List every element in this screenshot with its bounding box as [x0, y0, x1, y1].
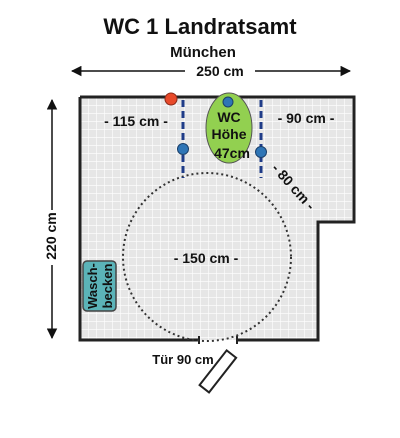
door-label: Tür 90 cm	[152, 352, 213, 367]
toilet-label-1: WC	[217, 109, 240, 125]
emergency-call-icon	[164, 92, 178, 106]
toilet-label-3: 47cm	[214, 145, 250, 161]
toilet	[205, 92, 253, 164]
door-jamb-left	[198, 336, 200, 344]
paper-holder-right-icon	[255, 146, 267, 158]
wall-outline	[80, 95, 356, 342]
toilet-label-2: Höhe	[212, 126, 247, 142]
paper-holder-left-icon	[177, 143, 189, 155]
width-label: 250 cm	[196, 63, 243, 79]
plan-title: WC 1 Landratsamt	[103, 14, 297, 39]
circle-label: - 150 cm -	[174, 250, 239, 266]
sink-label-1: Wasch-	[85, 263, 100, 309]
flush-button-icon	[222, 96, 234, 108]
left-clearance-label: - 115 cm -	[104, 113, 168, 129]
plan-subtitle: München	[170, 44, 236, 61]
floor-tiles	[80, 97, 354, 340]
door-jamb-right	[236, 336, 238, 344]
sink-label: Wasch- becken	[85, 263, 115, 309]
sink	[82, 260, 117, 312]
door-leaf	[198, 348, 238, 394]
turning-circle	[122, 172, 292, 342]
height-label: 220 cm	[43, 212, 59, 259]
wall-outline-left	[78, 97, 199, 342]
sink-label-2: becken	[100, 264, 115, 309]
right-clearance-label: - 90 cm -	[278, 110, 335, 126]
